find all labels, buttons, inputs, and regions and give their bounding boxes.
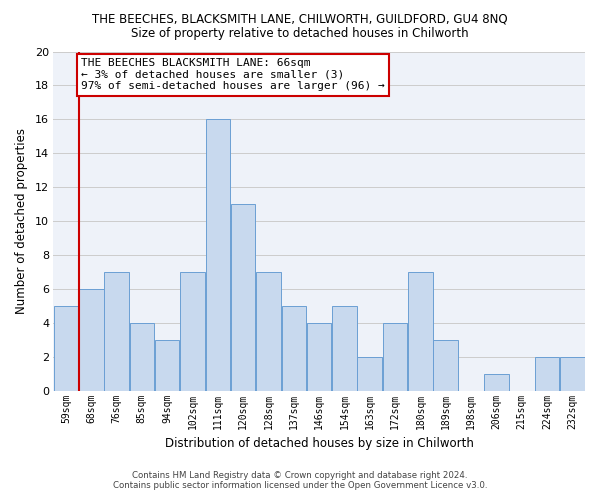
- Text: Size of property relative to detached houses in Chilworth: Size of property relative to detached ho…: [131, 28, 469, 40]
- Bar: [79, 289, 104, 390]
- Text: THE BEECHES BLACKSMITH LANE: 66sqm
← 3% of detached houses are smaller (3)
97% o: THE BEECHES BLACKSMITH LANE: 66sqm ← 3% …: [81, 58, 385, 92]
- Bar: [383, 323, 407, 390]
- Text: Contains HM Land Registry data © Crown copyright and database right 2024.
Contai: Contains HM Land Registry data © Crown c…: [113, 470, 487, 490]
- Bar: [104, 272, 129, 390]
- Bar: [484, 374, 509, 390]
- Y-axis label: Number of detached properties: Number of detached properties: [15, 128, 28, 314]
- X-axis label: Distribution of detached houses by size in Chilworth: Distribution of detached houses by size …: [164, 437, 473, 450]
- Bar: [408, 272, 433, 390]
- Bar: [358, 356, 382, 390]
- Bar: [155, 340, 179, 390]
- Bar: [231, 204, 256, 390]
- Bar: [53, 306, 78, 390]
- Bar: [560, 356, 584, 390]
- Bar: [433, 340, 458, 390]
- Bar: [130, 323, 154, 390]
- Text: THE BEECHES, BLACKSMITH LANE, CHILWORTH, GUILDFORD, GU4 8NQ: THE BEECHES, BLACKSMITH LANE, CHILWORTH,…: [92, 12, 508, 26]
- Bar: [307, 323, 331, 390]
- Bar: [256, 272, 281, 390]
- Bar: [281, 306, 306, 390]
- Bar: [206, 120, 230, 390]
- Bar: [535, 356, 559, 390]
- Bar: [180, 272, 205, 390]
- Bar: [332, 306, 357, 390]
